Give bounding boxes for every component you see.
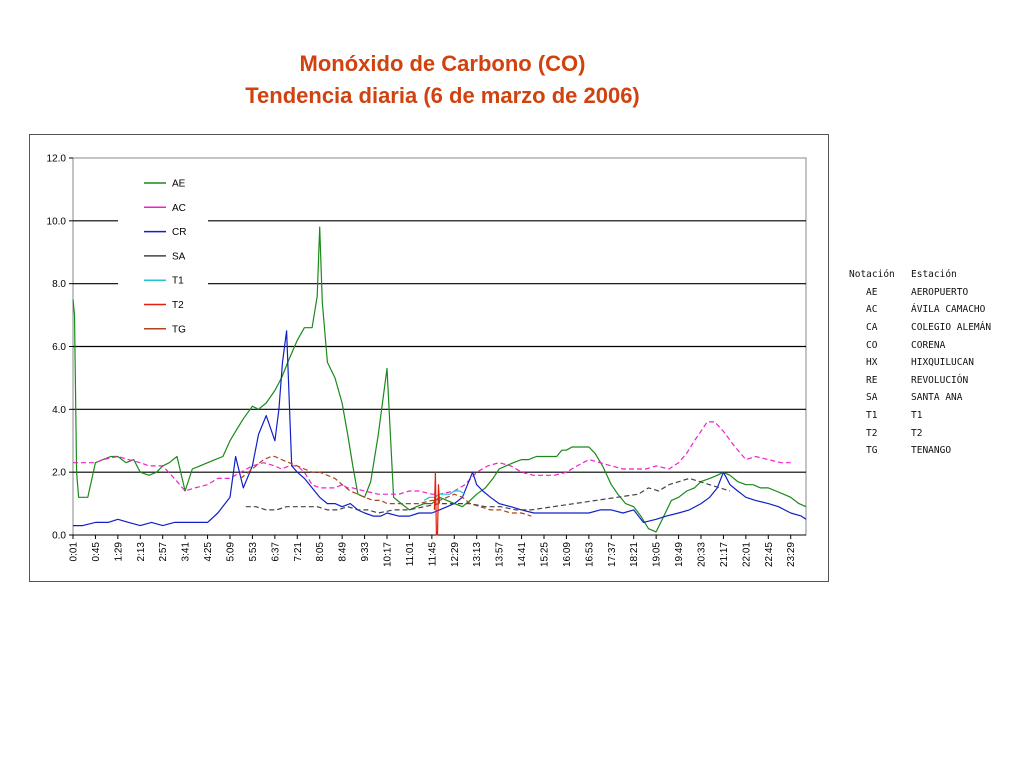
x-tick-label: 6:37 bbox=[270, 542, 281, 562]
row-name: COLEGIO ALEMÁN bbox=[911, 322, 992, 334]
series-line-ae bbox=[72, 226, 807, 533]
x-tick-label: 22:45 bbox=[764, 542, 775, 567]
legend-label-ae: AE bbox=[172, 179, 186, 190]
row-code: RE bbox=[866, 374, 878, 386]
table-header: Notación Estación bbox=[849, 266, 1021, 284]
table-row: HX HIXQUILUCAN bbox=[849, 354, 1021, 372]
table-row: TG TENANGO bbox=[849, 442, 1021, 460]
header-notation: Notación bbox=[849, 269, 895, 281]
x-tick-label: 0:01 bbox=[69, 542, 80, 562]
x-tick-label: 11:01 bbox=[405, 542, 416, 567]
row-name: AEROPUERTO bbox=[911, 286, 969, 298]
y-tick-label: 8.0 bbox=[52, 279, 66, 290]
x-tick-label: 19:05 bbox=[652, 542, 663, 567]
x-tick-label: 16:09 bbox=[562, 542, 573, 567]
row-name: T2 bbox=[911, 427, 923, 439]
x-tick-label: 15:25 bbox=[539, 542, 550, 567]
x-tick-label: 13:13 bbox=[472, 542, 483, 567]
x-tick-label: 0:45 bbox=[91, 542, 102, 562]
row-code: AE bbox=[866, 286, 878, 298]
legend-label-cr: CR bbox=[172, 227, 186, 238]
x-tick-label: 23:29 bbox=[786, 542, 797, 567]
row-code: CA bbox=[866, 322, 878, 334]
row-name: SANTA ANA bbox=[911, 392, 963, 404]
x-tick-label: 21:17 bbox=[719, 542, 730, 567]
x-tick-label: 13:57 bbox=[495, 542, 506, 567]
station-reference-table: Notación Estación AE AEROPUERTO AC ÁVILA C… bbox=[849, 266, 1021, 460]
y-tick-label: 10.0 bbox=[47, 216, 67, 227]
table-row: CO CORENA bbox=[849, 336, 1021, 354]
legend-label-sa: SA bbox=[172, 251, 186, 262]
series-line-ac bbox=[73, 421, 791, 495]
legend-label-tg: TG bbox=[172, 324, 186, 335]
legend-label-t1: T1 bbox=[172, 276, 184, 287]
table-row: CA COLEGIO ALEMÁN bbox=[849, 319, 1021, 337]
x-tick-label: 8:49 bbox=[338, 542, 349, 562]
chart-title-line-1: Monóxido de Carbono (CO) bbox=[299, 51, 586, 76]
x-tick-label: 3:41 bbox=[181, 542, 192, 562]
row-name: CORENA bbox=[911, 339, 946, 351]
row-name: T1 bbox=[911, 410, 923, 422]
row-name: ÁVILA CAMACHO bbox=[911, 304, 986, 316]
series-line-t2 bbox=[433, 471, 441, 536]
x-tick-label: 18:21 bbox=[629, 542, 640, 567]
x-tick-label: 9:33 bbox=[360, 542, 371, 562]
row-code: TG bbox=[866, 445, 878, 457]
row-code: T2 bbox=[866, 427, 878, 439]
table-row: SA SANTA ANA bbox=[849, 389, 1021, 407]
row-name: TENANGO bbox=[911, 445, 952, 457]
x-tick-label: 5:09 bbox=[225, 542, 236, 562]
x-tick-label: 10:17 bbox=[382, 542, 393, 567]
table-row: AE AEROPUERTO bbox=[849, 284, 1021, 302]
legend-label-t2: T2 bbox=[172, 300, 184, 311]
y-tick-label: 4.0 bbox=[52, 405, 66, 416]
chart-title-line-2: Tendencia diaria (6 de marzo de 2006) bbox=[245, 83, 640, 108]
y-tick-label: 2.0 bbox=[52, 468, 66, 479]
row-code: SA bbox=[866, 392, 878, 404]
x-tick-label: 8:05 bbox=[315, 542, 326, 562]
x-tick-label: 5:53 bbox=[248, 542, 259, 562]
x-tick-label: 7:21 bbox=[293, 542, 304, 562]
x-tick-label: 19:49 bbox=[674, 542, 685, 567]
row-code: T1 bbox=[866, 410, 878, 422]
y-tick-label: 6.0 bbox=[52, 342, 66, 353]
x-tick-label: 17:37 bbox=[607, 542, 618, 567]
y-tick-label: 0.0 bbox=[52, 531, 66, 542]
table-row: T1 T1 bbox=[849, 407, 1021, 425]
x-tick-label: 2:57 bbox=[158, 542, 169, 562]
header-station: Estación bbox=[911, 269, 957, 281]
row-name: REVOLUCIÓN bbox=[911, 374, 969, 386]
series-line-tg bbox=[240, 455, 532, 517]
x-tick-label: 20:33 bbox=[696, 542, 707, 567]
x-tick-label: 14:41 bbox=[517, 542, 528, 567]
x-tick-label: 22:01 bbox=[741, 542, 752, 567]
series-line-cr bbox=[73, 330, 807, 527]
legend-label-ac: AC bbox=[172, 203, 186, 214]
row-code: HX bbox=[866, 357, 878, 369]
series-line-sa bbox=[245, 477, 731, 514]
table-row: RE REVOLUCIÓN bbox=[849, 372, 1021, 390]
x-tick-label: 1:29 bbox=[113, 542, 124, 562]
x-tick-label: 11:45 bbox=[427, 542, 438, 567]
series-line-t1 bbox=[423, 490, 466, 501]
x-tick-label: 12:29 bbox=[450, 542, 461, 567]
table-row: T2 T2 bbox=[849, 424, 1021, 442]
row-name: HIXQUILUCAN bbox=[911, 357, 974, 369]
table-row: AC ÁVILA CAMACHO bbox=[849, 301, 1021, 319]
x-tick-label: 4:25 bbox=[203, 542, 214, 562]
row-code: CO bbox=[866, 339, 878, 351]
row-code: AC bbox=[866, 304, 878, 316]
x-tick-label: 16:53 bbox=[584, 542, 595, 567]
x-tick-label: 2:13 bbox=[136, 542, 147, 562]
y-tick-label: 12.0 bbox=[47, 154, 67, 165]
